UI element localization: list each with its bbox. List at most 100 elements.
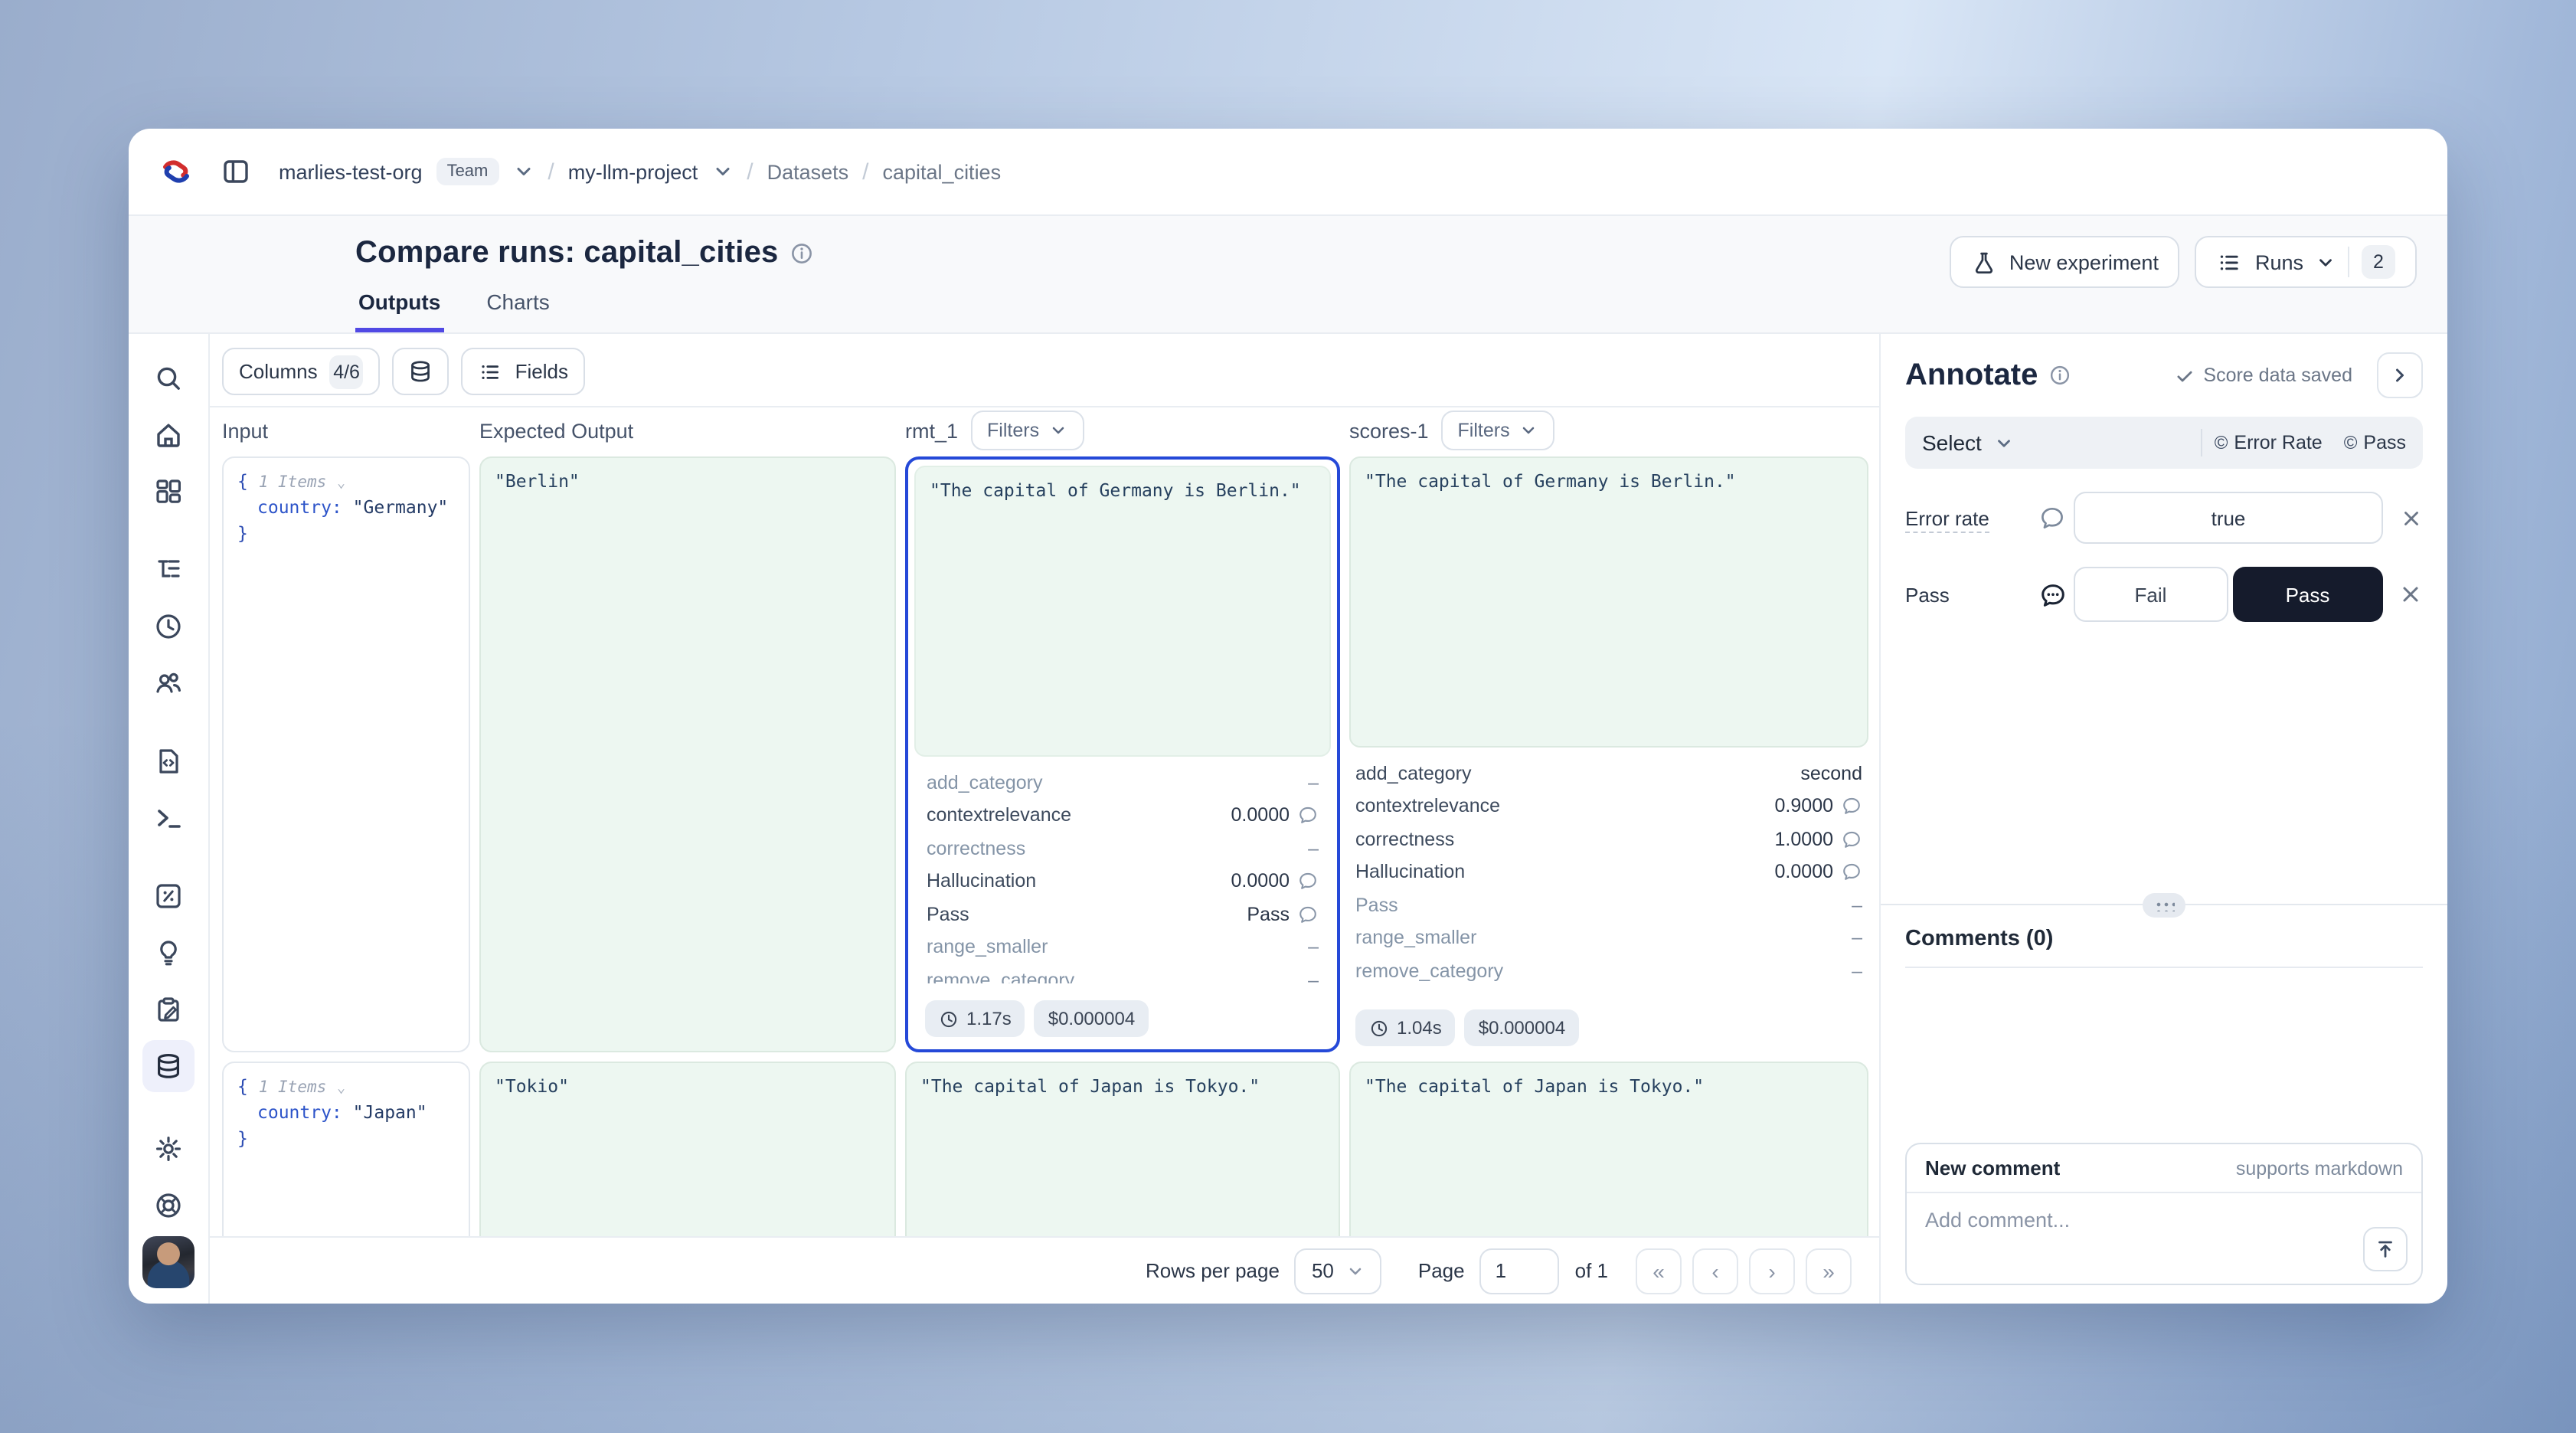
sidebar-item-console[interactable] xyxy=(142,792,195,844)
breadcrumb-datasets[interactable]: Datasets xyxy=(767,160,849,183)
page-number-input[interactable] xyxy=(1479,1248,1560,1294)
breadcrumb-org[interactable]: marlies-test-org xyxy=(279,160,423,183)
columns-button[interactable]: Columns 4/6 xyxy=(222,348,381,395)
fail-option-button[interactable]: Fail xyxy=(2074,567,2228,622)
clear-icon[interactable] xyxy=(2383,582,2423,607)
run2-output-cell[interactable]: "The capital of Japan is Tokyo." xyxy=(1349,1062,1868,1236)
home-icon xyxy=(153,420,184,450)
chevron-right-icon xyxy=(2389,365,2411,386)
comment-bubble-icon[interactable] xyxy=(1297,871,1319,892)
sidebar-item-prompts[interactable] xyxy=(142,927,195,979)
score-saved-status: Score data saved xyxy=(2174,365,2352,386)
last-page-button[interactable]: » xyxy=(1806,1248,1852,1294)
pass-chip[interactable]: © Pass xyxy=(2343,432,2406,453)
info-icon[interactable] xyxy=(2048,365,2070,386)
sidebar-item-evaluations[interactable] xyxy=(142,870,195,922)
table-body: { 1 Items ⌄ country: "Germany" } "Berlin… xyxy=(210,453,1879,1236)
sidebar-item-dashboards[interactable] xyxy=(142,466,195,518)
column-header-run2: scores-1 xyxy=(1349,419,1429,442)
input-cell[interactable]: { 1 Items ⌄ country: "Germany" } xyxy=(222,456,470,1052)
compare-table: Columns 4/6 Fields Input xyxy=(210,334,1881,1304)
expected-output-cell[interactable]: "Tokio" xyxy=(479,1062,896,1236)
sidebar-item-history[interactable] xyxy=(142,600,195,653)
gear-icon xyxy=(153,1134,184,1164)
comment-input[interactable]: Add comment... xyxy=(1925,1209,2071,1232)
columns-count-badge: 4/6 xyxy=(329,355,364,388)
page-title: Compare runs: capital_cities xyxy=(355,236,779,270)
sidebar-toggle-icon[interactable] xyxy=(221,156,251,187)
metrics-list: add_category second contextrelevance 0.900… xyxy=(1355,762,1862,982)
error-rate-label: Error rate xyxy=(1905,506,1989,532)
chevron-down-icon[interactable] xyxy=(711,161,733,182)
comment-bubble-icon[interactable] xyxy=(1841,796,1862,817)
top-bar: marlies-test-org Team / my-llm-project /… xyxy=(129,129,2447,216)
submit-comment-button[interactable] xyxy=(2363,1227,2408,1271)
expected-output-cell[interactable]: "Berlin" xyxy=(479,456,896,1052)
sidebar-item-teams[interactable] xyxy=(142,657,195,709)
arrow-up-icon xyxy=(2374,1238,2397,1261)
fields-button[interactable]: Fields xyxy=(461,348,585,395)
page-header: Compare runs: capital_cities New experim… xyxy=(129,216,2447,334)
sidebar-item-traces[interactable] xyxy=(142,544,195,596)
comment-bubble-icon[interactable] xyxy=(1841,829,1862,850)
sidebar-item-settings[interactable] xyxy=(142,1123,195,1175)
info-icon[interactable] xyxy=(790,242,813,265)
comment-bubble-icon[interactable] xyxy=(1297,805,1319,826)
sidebar-item-help[interactable] xyxy=(142,1179,195,1232)
input-cell[interactable]: { 1 Items ⌄ country: "Japan" } xyxy=(222,1062,470,1236)
new-comment-label: New comment xyxy=(1925,1157,2061,1179)
runs-button[interactable]: Runs 2 xyxy=(2195,236,2417,288)
sidebar-item-annotations[interactable] xyxy=(142,983,195,1035)
comment-bubble-icon[interactable] xyxy=(1297,904,1319,925)
comment-bubble-icon[interactable] xyxy=(1841,862,1862,883)
column-header-input: Input xyxy=(222,419,269,442)
chevron-down-icon[interactable] xyxy=(1994,433,2014,453)
table-row: { 1 Items ⌄ country: "Japan" } "Tokio" "… xyxy=(222,1062,1868,1236)
run1-filters-button[interactable]: Filters xyxy=(970,411,1084,450)
user-avatar[interactable] xyxy=(142,1236,195,1288)
run1-output-cell-selected[interactable]: "The capital of Germany is Berlin." add_… xyxy=(905,456,1340,1052)
scorer-select-bar: Select © Error Rate © Pass xyxy=(1905,417,2423,469)
pagination-bar: Rows per page 50 Page of 1 « ‹ › » xyxy=(210,1236,1879,1304)
prev-page-button[interactable]: ‹ xyxy=(1692,1248,1738,1294)
breadcrumb-separator: / xyxy=(862,159,869,185)
divider xyxy=(2348,247,2349,277)
pass-label: Pass xyxy=(1905,583,1950,606)
users-icon xyxy=(153,668,184,699)
run2-filters-button[interactable]: Filters xyxy=(1440,411,1554,450)
lightbulb-icon xyxy=(153,937,184,968)
next-page-button[interactable]: › xyxy=(1749,1248,1795,1294)
run2-output-cell[interactable]: "The capital of Germany is Berlin." add_… xyxy=(1349,456,1868,1052)
breadcrumb-project[interactable]: my-llm-project xyxy=(567,160,698,183)
new-experiment-button[interactable]: New experiment xyxy=(1949,236,2180,288)
chevron-down-icon[interactable]: ⌄ xyxy=(337,1081,345,1097)
first-page-button[interactable]: « xyxy=(1636,1248,1682,1294)
breadcrumb-separator: / xyxy=(747,159,754,185)
column-header-expected: Expected Output xyxy=(479,419,634,442)
chevron-down-icon[interactable] xyxy=(512,161,534,182)
breadcrumb: marlies-test-org Team / my-llm-project /… xyxy=(279,158,1001,185)
error-rate-input[interactable] xyxy=(2074,492,2383,544)
tab-charts[interactable]: Charts xyxy=(486,290,550,314)
tab-outputs[interactable]: Outputs xyxy=(355,290,444,332)
chevron-down-icon xyxy=(1048,421,1067,440)
sidebar-item-artifacts[interactable] xyxy=(142,735,195,787)
scorer-select[interactable]: Select xyxy=(1922,430,1982,455)
chevron-down-icon[interactable]: ⌄ xyxy=(337,476,345,492)
rows-per-page-select[interactable]: 50 xyxy=(1294,1248,1381,1294)
row-height-button[interactable] xyxy=(392,348,449,395)
tree-icon xyxy=(153,555,184,585)
collapse-panel-button[interactable] xyxy=(2377,352,2423,398)
comment-bubble-icon[interactable] xyxy=(2031,504,2074,532)
clear-icon[interactable] xyxy=(2383,506,2423,529)
pass-option-button[interactable]: Pass xyxy=(2232,567,2383,622)
drag-handle[interactable] xyxy=(2143,893,2185,918)
sidebar-item-home[interactable] xyxy=(142,409,195,461)
run1-output-cell[interactable]: "The capital of Japan is Tokyo." xyxy=(905,1062,1340,1236)
tab-bar: Outputs Charts xyxy=(355,290,553,332)
error-rate-chip[interactable]: © Error Rate xyxy=(2214,432,2323,453)
comment-bubble-dots-icon[interactable] xyxy=(2031,580,2074,609)
sidebar-item-search[interactable] xyxy=(142,352,195,404)
sidebar-item-datasets[interactable] xyxy=(142,1040,195,1092)
breadcrumb-dataset-name[interactable]: capital_cities xyxy=(882,160,1002,183)
